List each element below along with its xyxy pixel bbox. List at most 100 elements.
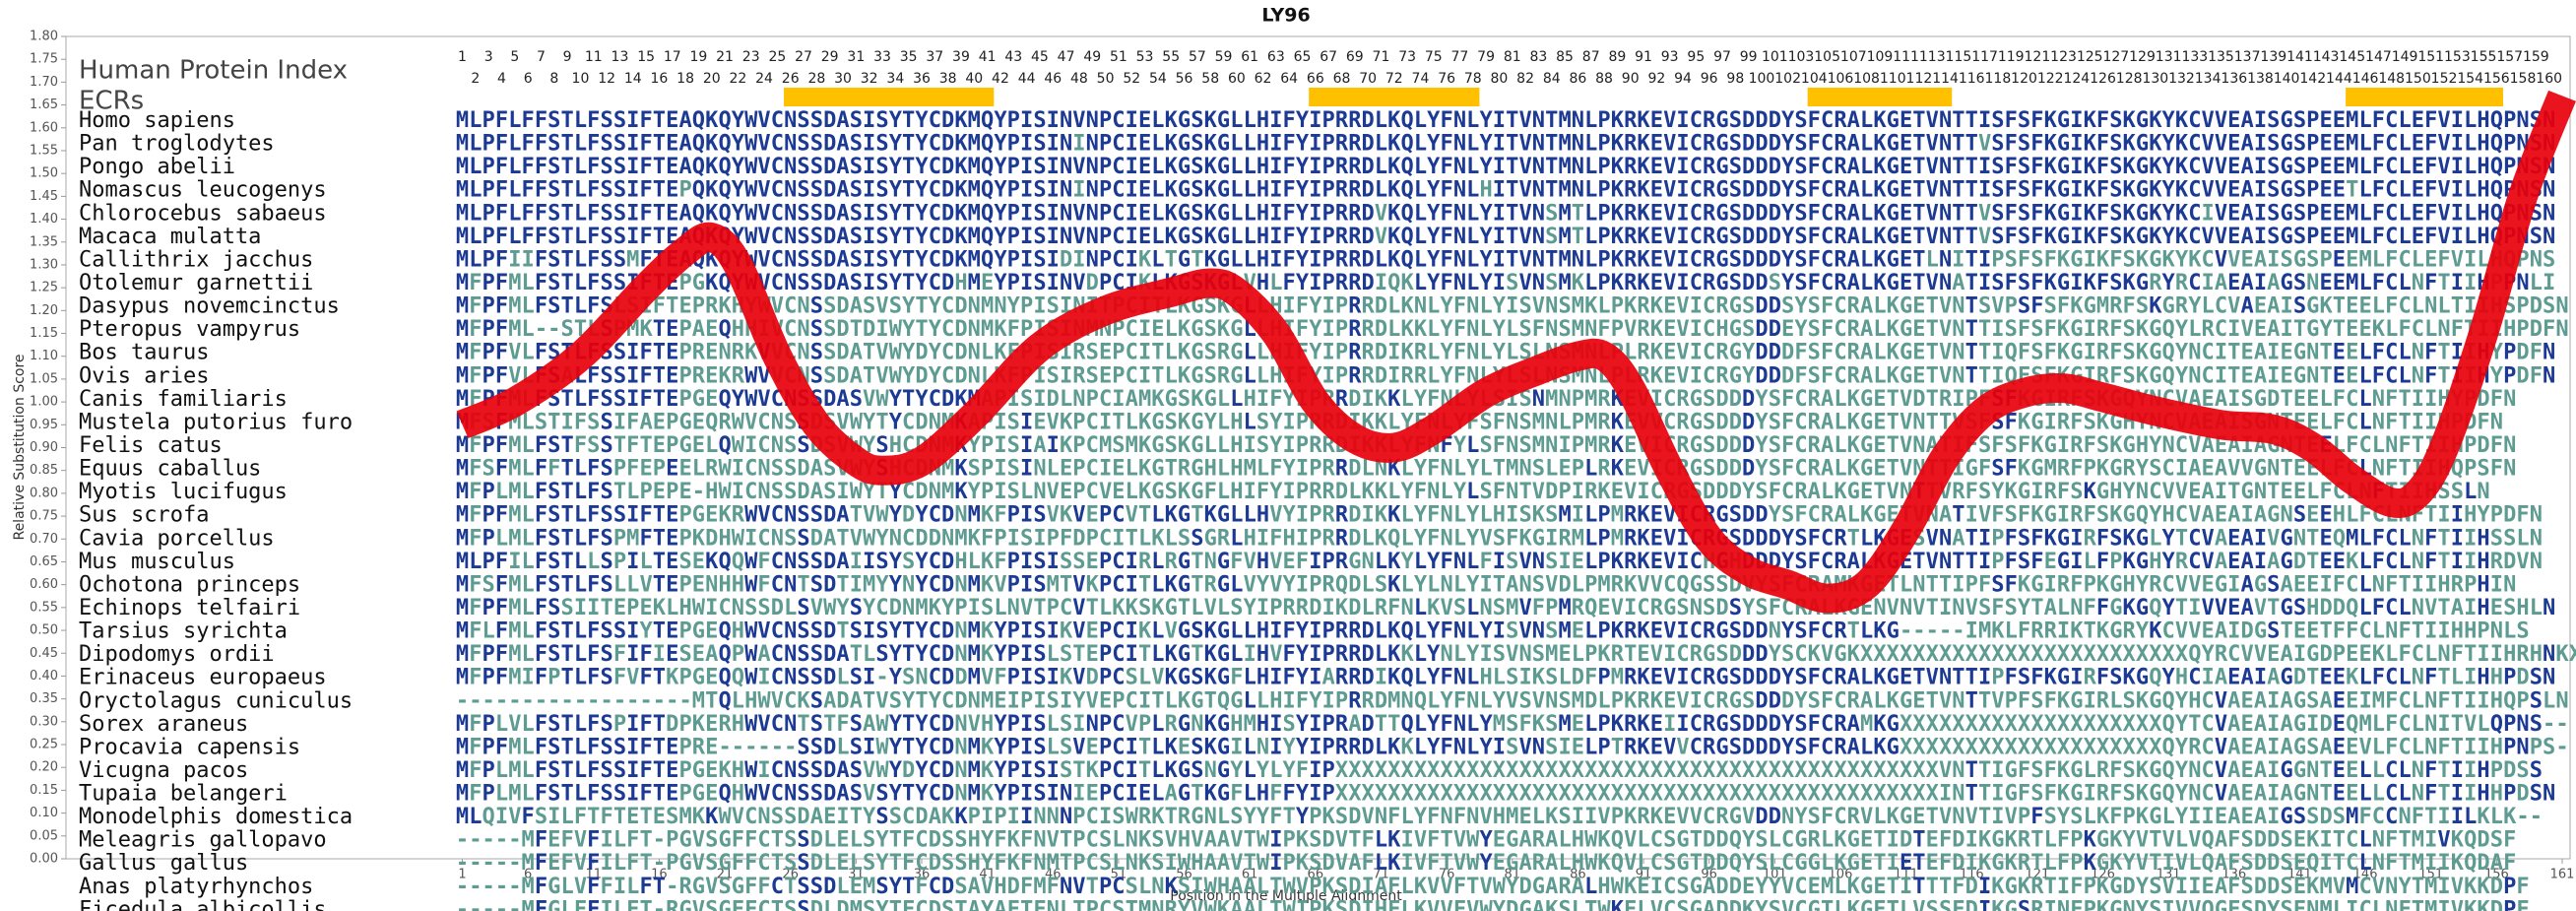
species-name: Macaca mulatta: [79, 225, 261, 249]
x-tick-label: 96: [1701, 868, 1717, 882]
y-tick-label: 0.25: [30, 738, 58, 752]
position-number: 116: [1959, 71, 1985, 87]
position-number: 107: [1840, 49, 1867, 65]
species-name: Canis familiaris: [79, 387, 288, 412]
y-tick-label: 1.40: [30, 212, 58, 227]
position-number: 114: [1932, 71, 1959, 87]
position-number: 49: [1083, 49, 1101, 65]
position-number: 75: [1425, 49, 1443, 65]
position-number: 137: [2234, 49, 2261, 65]
position-number: 138: [2247, 71, 2274, 87]
position-number: 96: [1701, 71, 1718, 87]
position-number: 40: [965, 71, 983, 87]
sequence: -----MFEFVFILFT-PGVSGFFCTSSDLELSYTFCDSSH…: [456, 851, 2516, 876]
y-tick-label: 1.45: [30, 189, 58, 204]
position-number: 124: [2063, 71, 2090, 87]
position-number: 19: [690, 49, 708, 65]
position-number: 120: [2011, 71, 2037, 87]
position-number: 50: [1097, 71, 1115, 87]
x-tick-label: 86: [1570, 868, 1586, 882]
species-name: Ficedula albicollis: [79, 897, 327, 911]
position-number: 3: [484, 49, 493, 65]
y-tick-label: 0.35: [30, 691, 58, 706]
x-tick-label: 11: [586, 868, 603, 882]
species-name: Homo sapiens: [79, 108, 235, 133]
position-number: 66: [1307, 71, 1324, 87]
position-number: 58: [1201, 71, 1219, 87]
position-number: 32: [861, 71, 878, 87]
x-tick-label: 56: [1176, 868, 1192, 882]
position-number: 27: [795, 49, 812, 65]
position-number: 10: [572, 71, 590, 87]
position-number: 52: [1123, 71, 1140, 87]
position-number: 5: [510, 49, 519, 65]
sequence: MFSFMLFFTLFSPFEPEELRWICNSSDASVWYSHCDNMKS…: [456, 457, 2516, 482]
position-number: 21: [716, 49, 734, 65]
sequence: MLPFILFSTLLSPILTESEKQQWFCNSSDAIISYSYCDHL…: [456, 550, 2543, 574]
position-number: 132: [2168, 71, 2195, 87]
x-tick-label: 61: [1242, 868, 1258, 882]
species-name: Mus musculus: [79, 550, 235, 574]
x-tick-label: 91: [1636, 868, 1652, 882]
y-tick-label: 1.00: [30, 395, 58, 410]
position-number: 92: [1647, 71, 1665, 87]
position-number: 109: [1867, 49, 1894, 65]
ecr-bar: [1309, 88, 1480, 106]
position-number: 81: [1504, 49, 1521, 65]
sequence: -----MFGLVFFILFT-RGVSGFFCTSSDLEMSYTFCDSA…: [456, 875, 2530, 899]
position-number: 76: [1438, 71, 1455, 87]
x-tick-label: 141: [2287, 868, 2312, 882]
species-name: Felis catus: [79, 433, 223, 458]
position-number: 140: [2274, 71, 2300, 87]
score-line: [456, 90, 2576, 614]
position-number: 4: [497, 71, 506, 87]
position-number: 28: [807, 71, 825, 87]
position-number: 108: [1853, 71, 1880, 87]
x-tick-label: 131: [2157, 868, 2181, 882]
position-number: 159: [2523, 49, 2549, 65]
position-number: 90: [1622, 71, 1640, 87]
sequence: MFPFMLFSTLFSSIFTEPRE------SSDLSIWYTYCDNM…: [456, 735, 2569, 759]
position-number: 55: [1162, 49, 1180, 65]
position-number: 59: [1215, 49, 1233, 65]
position-number: 77: [1451, 49, 1469, 65]
species-name: Anas platyrhynchos: [79, 875, 313, 899]
position-number: 31: [847, 49, 865, 65]
x-tick-label: 31: [848, 868, 865, 882]
position-number: 67: [1320, 49, 1337, 65]
species-name: Sorex araneus: [79, 712, 248, 737]
position-number: 42: [992, 71, 1009, 87]
position-number: 64: [1280, 71, 1298, 87]
position-number: 151: [2417, 49, 2444, 65]
species-name: Bos taurus: [79, 341, 209, 365]
position-number: 93: [1661, 49, 1679, 65]
position-number: 87: [1582, 49, 1600, 65]
position-number: 112: [1906, 71, 1933, 87]
position-number: 122: [2037, 71, 2064, 87]
species-name: Meleagris gallopavo: [79, 828, 327, 853]
species-name: Otolemur garnettii: [79, 271, 313, 295]
position-number: 135: [2208, 49, 2234, 65]
x-tick-label: 1: [458, 868, 466, 882]
position-number: 149: [2392, 49, 2418, 65]
y-tick-label: 0.80: [30, 486, 58, 500]
species-name: Pongo abelii: [79, 155, 235, 179]
position-number: 70: [1359, 71, 1377, 87]
species-name: Gallus gallus: [79, 851, 248, 876]
sequence: MLPFLFFSTLFSSIFTEAQKQYWVCNSSDASISYTYCDKM…: [456, 155, 2555, 179]
position-number: 143: [2313, 49, 2340, 65]
position-number: 121: [2025, 49, 2051, 65]
species-name: Pteropus vampyrus: [79, 317, 300, 342]
y-tick-label: 1.05: [30, 371, 58, 386]
y-tick-label: 0.65: [30, 554, 58, 569]
position-number: 156: [2483, 71, 2510, 87]
position-number: 48: [1070, 71, 1088, 87]
position-number: 86: [1569, 71, 1586, 87]
position-number: 100: [1749, 71, 1775, 87]
position-number: 56: [1176, 71, 1193, 87]
sequence: MFPLMLFSTLFSTLPEPE-HWICNSSDASIWYTYCDNMKY…: [456, 480, 2490, 504]
position-number: 73: [1398, 49, 1416, 65]
species-name: Cavia porcellus: [79, 526, 275, 551]
position-number: 23: [742, 49, 760, 65]
x-tick-label: 106: [1829, 868, 1853, 882]
